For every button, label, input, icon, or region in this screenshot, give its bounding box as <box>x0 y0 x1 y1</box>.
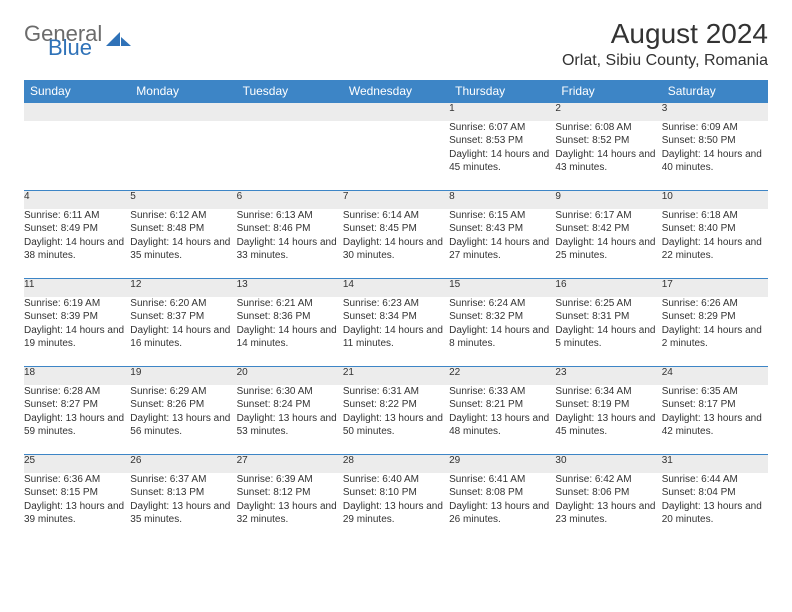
weekday-header: Friday <box>555 80 661 103</box>
day-detail-cell: Sunrise: 6:41 AMSunset: 8:08 PMDaylight:… <box>449 473 555 543</box>
day-detail-cell: Sunrise: 6:42 AMSunset: 8:06 PMDaylight:… <box>555 473 661 543</box>
day-number-cell: 30 <box>555 455 661 473</box>
day-detail-cell: Sunrise: 6:34 AMSunset: 8:19 PMDaylight:… <box>555 385 661 455</box>
day-detail-cell: Sunrise: 6:40 AMSunset: 8:10 PMDaylight:… <box>343 473 449 543</box>
calendar-body: 123 Sunrise: 6:07 AMSunset: 8:53 PMDayli… <box>24 103 768 543</box>
title-block: August 2024 Orlat, Sibiu County, Romania <box>562 18 768 70</box>
day-number-cell: 16 <box>555 279 661 297</box>
month-title: August 2024 <box>562 18 768 50</box>
day-detail-cell: Sunrise: 6:09 AMSunset: 8:50 PMDaylight:… <box>662 121 768 191</box>
day-number-cell: 22 <box>449 367 555 385</box>
day-detail-cell: Sunrise: 6:13 AMSunset: 8:46 PMDaylight:… <box>237 209 343 279</box>
calendar-table: SundayMondayTuesdayWednesdayThursdayFrid… <box>24 80 768 543</box>
day-number-row: 123 <box>24 103 768 121</box>
day-detail-cell: Sunrise: 6:18 AMSunset: 8:40 PMDaylight:… <box>662 209 768 279</box>
day-detail-row: Sunrise: 6:36 AMSunset: 8:15 PMDaylight:… <box>24 473 768 543</box>
logo-word-blue: Blue <box>48 38 102 58</box>
day-detail-cell: Sunrise: 6:31 AMSunset: 8:22 PMDaylight:… <box>343 385 449 455</box>
day-detail-cell: Sunrise: 6:07 AMSunset: 8:53 PMDaylight:… <box>449 121 555 191</box>
day-number-cell: 4 <box>24 191 130 209</box>
day-detail-cell: Sunrise: 6:39 AMSunset: 8:12 PMDaylight:… <box>237 473 343 543</box>
day-detail-cell: Sunrise: 6:15 AMSunset: 8:43 PMDaylight:… <box>449 209 555 279</box>
location-label: Orlat, Sibiu County, Romania <box>562 52 768 70</box>
day-detail-cell: Sunrise: 6:14 AMSunset: 8:45 PMDaylight:… <box>343 209 449 279</box>
calendar-page: General Blue August 2024 Orlat, Sibiu Co… <box>0 0 792 561</box>
day-detail-cell: Sunrise: 6:21 AMSunset: 8:36 PMDaylight:… <box>237 297 343 367</box>
day-number-cell: 3 <box>662 103 768 121</box>
day-number-cell: 9 <box>555 191 661 209</box>
day-detail-cell: Sunrise: 6:25 AMSunset: 8:31 PMDaylight:… <box>555 297 661 367</box>
day-number-cell: 8 <box>449 191 555 209</box>
day-detail-cell: Sunrise: 6:37 AMSunset: 8:13 PMDaylight:… <box>130 473 236 543</box>
day-number-row: 45678910 <box>24 191 768 209</box>
day-number-row: 11121314151617 <box>24 279 768 297</box>
day-number-cell <box>237 103 343 121</box>
day-number-cell: 7 <box>343 191 449 209</box>
day-detail-cell <box>130 121 236 191</box>
day-detail-row: Sunrise: 6:07 AMSunset: 8:53 PMDaylight:… <box>24 121 768 191</box>
weekday-header-row: SundayMondayTuesdayWednesdayThursdayFrid… <box>24 80 768 103</box>
day-detail-cell: Sunrise: 6:26 AMSunset: 8:29 PMDaylight:… <box>662 297 768 367</box>
day-number-cell: 31 <box>662 455 768 473</box>
day-number-cell: 20 <box>237 367 343 385</box>
day-number-cell: 23 <box>555 367 661 385</box>
day-detail-cell: Sunrise: 6:33 AMSunset: 8:21 PMDaylight:… <box>449 385 555 455</box>
day-detail-cell: Sunrise: 6:23 AMSunset: 8:34 PMDaylight:… <box>343 297 449 367</box>
logo: General Blue <box>24 24 132 58</box>
day-detail-cell: Sunrise: 6:35 AMSunset: 8:17 PMDaylight:… <box>662 385 768 455</box>
day-detail-row: Sunrise: 6:28 AMSunset: 8:27 PMDaylight:… <box>24 385 768 455</box>
day-detail-cell <box>24 121 130 191</box>
day-number-cell: 27 <box>237 455 343 473</box>
day-number-cell: 1 <box>449 103 555 121</box>
weekday-header: Sunday <box>24 80 130 103</box>
day-number-cell: 24 <box>662 367 768 385</box>
day-number-cell: 25 <box>24 455 130 473</box>
day-number-cell <box>130 103 236 121</box>
weekday-header: Monday <box>130 80 236 103</box>
day-detail-cell: Sunrise: 6:28 AMSunset: 8:27 PMDaylight:… <box>24 385 130 455</box>
day-number-cell: 21 <box>343 367 449 385</box>
day-number-cell: 11 <box>24 279 130 297</box>
day-detail-cell: Sunrise: 6:17 AMSunset: 8:42 PMDaylight:… <box>555 209 661 279</box>
day-number-row: 25262728293031 <box>24 455 768 473</box>
day-detail-cell: Sunrise: 6:20 AMSunset: 8:37 PMDaylight:… <box>130 297 236 367</box>
day-number-cell: 28 <box>343 455 449 473</box>
day-number-cell: 29 <box>449 455 555 473</box>
day-detail-cell: Sunrise: 6:24 AMSunset: 8:32 PMDaylight:… <box>449 297 555 367</box>
day-number-cell <box>343 103 449 121</box>
day-number-cell: 13 <box>237 279 343 297</box>
day-number-cell <box>24 103 130 121</box>
day-detail-cell: Sunrise: 6:36 AMSunset: 8:15 PMDaylight:… <box>24 473 130 543</box>
day-detail-cell: Sunrise: 6:12 AMSunset: 8:48 PMDaylight:… <box>130 209 236 279</box>
weekday-header: Wednesday <box>343 80 449 103</box>
day-number-cell: 15 <box>449 279 555 297</box>
day-number-cell: 6 <box>237 191 343 209</box>
day-number-cell: 26 <box>130 455 236 473</box>
day-detail-cell: Sunrise: 6:19 AMSunset: 8:39 PMDaylight:… <box>24 297 130 367</box>
day-detail-cell: Sunrise: 6:29 AMSunset: 8:26 PMDaylight:… <box>130 385 236 455</box>
day-number-cell: 12 <box>130 279 236 297</box>
day-number-cell: 19 <box>130 367 236 385</box>
day-detail-cell: Sunrise: 6:30 AMSunset: 8:24 PMDaylight:… <box>237 385 343 455</box>
day-number-cell: 17 <box>662 279 768 297</box>
day-number-cell: 2 <box>555 103 661 121</box>
logo-text: General Blue <box>24 24 102 58</box>
day-detail-cell: Sunrise: 6:08 AMSunset: 8:52 PMDaylight:… <box>555 121 661 191</box>
day-detail-cell <box>343 121 449 191</box>
day-detail-cell: Sunrise: 6:11 AMSunset: 8:49 PMDaylight:… <box>24 209 130 279</box>
day-detail-row: Sunrise: 6:11 AMSunset: 8:49 PMDaylight:… <box>24 209 768 279</box>
triangle-icon <box>106 28 132 53</box>
day-number-cell: 10 <box>662 191 768 209</box>
day-number-cell: 14 <box>343 279 449 297</box>
day-detail-row: Sunrise: 6:19 AMSunset: 8:39 PMDaylight:… <box>24 297 768 367</box>
page-header: General Blue August 2024 Orlat, Sibiu Co… <box>24 18 768 70</box>
weekday-header: Tuesday <box>237 80 343 103</box>
day-number-cell: 5 <box>130 191 236 209</box>
day-detail-cell: Sunrise: 6:44 AMSunset: 8:04 PMDaylight:… <box>662 473 768 543</box>
day-number-cell: 18 <box>24 367 130 385</box>
day-number-row: 18192021222324 <box>24 367 768 385</box>
weekday-header: Saturday <box>662 80 768 103</box>
day-detail-cell <box>237 121 343 191</box>
weekday-header: Thursday <box>449 80 555 103</box>
